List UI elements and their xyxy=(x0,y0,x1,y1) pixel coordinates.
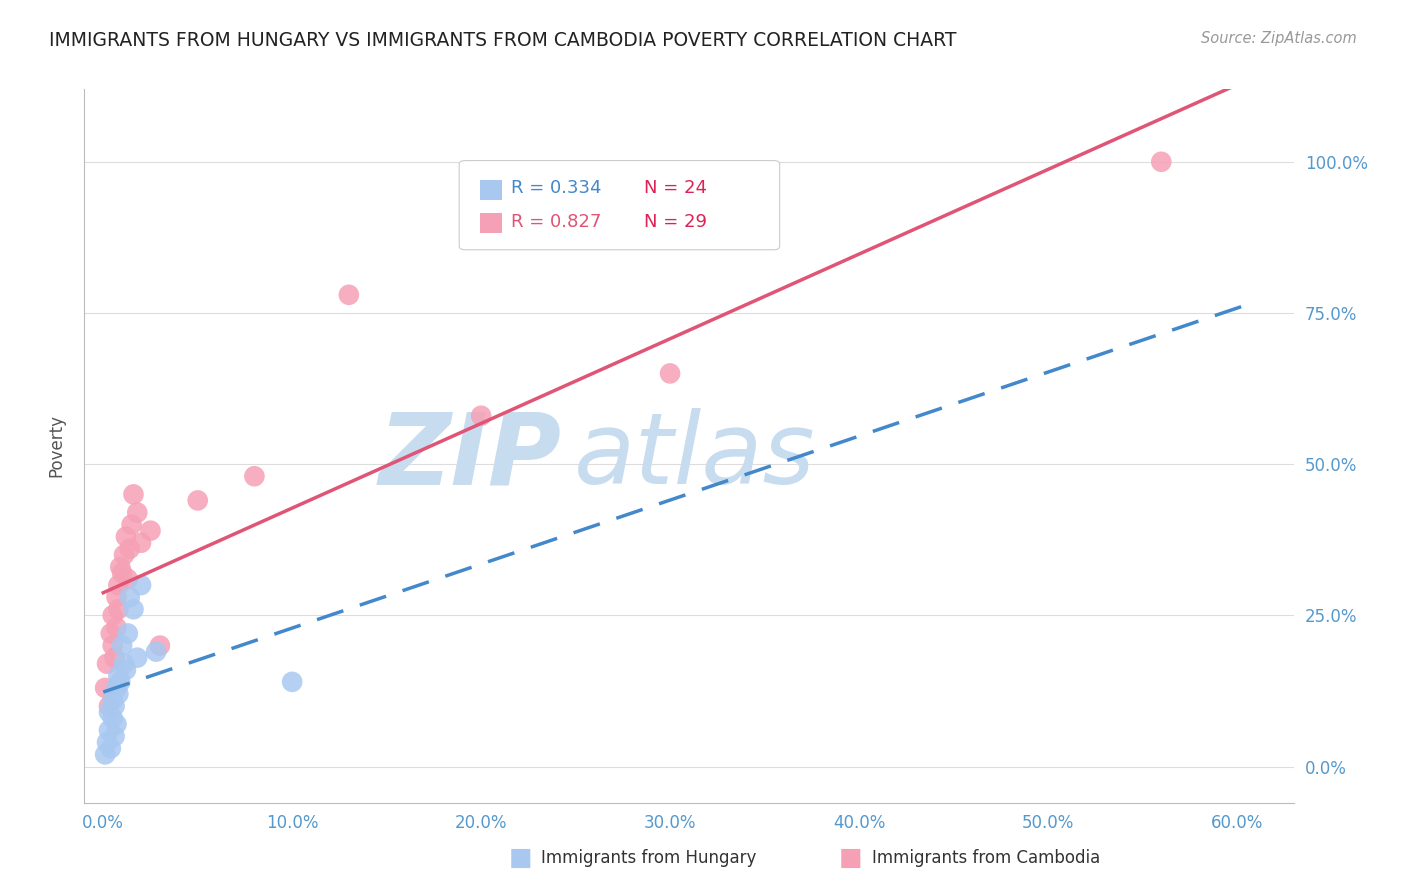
Point xyxy=(105,620,128,634)
Point xyxy=(127,650,149,665)
Text: N = 29: N = 29 xyxy=(644,213,707,231)
FancyBboxPatch shape xyxy=(460,161,780,250)
Bar xyxy=(479,180,502,200)
Text: R = 0.334: R = 0.334 xyxy=(512,178,602,196)
Y-axis label: Poverty: Poverty xyxy=(46,415,65,477)
Point xyxy=(104,650,127,665)
Point xyxy=(110,560,132,574)
Point xyxy=(1150,154,1173,169)
Text: Source: ZipAtlas.com: Source: ZipAtlas.com xyxy=(1201,31,1357,46)
Point xyxy=(127,506,149,520)
Point xyxy=(107,578,129,592)
Point xyxy=(129,535,152,549)
Point xyxy=(104,699,127,714)
Text: R = 0.827: R = 0.827 xyxy=(512,213,602,231)
Bar xyxy=(479,213,502,234)
Text: atlas: atlas xyxy=(574,409,815,505)
Point xyxy=(105,681,128,695)
Point xyxy=(97,699,120,714)
Point xyxy=(149,639,172,653)
Point xyxy=(110,674,132,689)
Point xyxy=(101,693,124,707)
Point xyxy=(118,541,141,556)
Point xyxy=(118,590,141,604)
Point xyxy=(94,681,117,695)
Text: N = 24: N = 24 xyxy=(644,178,707,196)
Point xyxy=(107,669,129,683)
Point xyxy=(122,602,145,616)
Point xyxy=(129,578,152,592)
Point xyxy=(117,572,139,586)
Point xyxy=(115,530,138,544)
Point xyxy=(101,639,124,653)
Text: IMMIGRANTS FROM HUNGARY VS IMMIGRANTS FROM CAMBODIA POVERTY CORRELATION CHART: IMMIGRANTS FROM HUNGARY VS IMMIGRANTS FR… xyxy=(49,31,956,50)
Point xyxy=(100,626,122,640)
Point xyxy=(96,657,118,671)
Point xyxy=(115,663,138,677)
Point xyxy=(111,639,134,653)
Point xyxy=(470,409,492,423)
Point xyxy=(121,517,143,532)
Text: Immigrants from Cambodia: Immigrants from Cambodia xyxy=(872,849,1099,867)
Point xyxy=(105,717,128,731)
Point xyxy=(97,705,120,719)
Text: ■: ■ xyxy=(509,847,531,870)
Text: ZIP: ZIP xyxy=(380,409,562,505)
Point xyxy=(105,590,128,604)
Point xyxy=(107,602,129,616)
Text: Immigrants from Hungary: Immigrants from Hungary xyxy=(541,849,756,867)
Point xyxy=(96,735,118,749)
Point xyxy=(101,608,124,623)
Point xyxy=(139,524,162,538)
Point xyxy=(243,469,266,483)
Point xyxy=(104,729,127,743)
Point xyxy=(659,367,682,381)
Point xyxy=(337,288,360,302)
Point xyxy=(281,674,304,689)
Point xyxy=(97,723,120,738)
Text: ■: ■ xyxy=(839,847,862,870)
Point xyxy=(112,548,135,562)
Point xyxy=(117,626,139,640)
Point xyxy=(187,493,209,508)
Point xyxy=(111,566,134,580)
Point xyxy=(107,687,129,701)
Point xyxy=(112,657,135,671)
Point xyxy=(101,711,124,725)
Point xyxy=(122,487,145,501)
Point xyxy=(145,645,167,659)
Point xyxy=(94,747,117,762)
Point xyxy=(100,741,122,756)
